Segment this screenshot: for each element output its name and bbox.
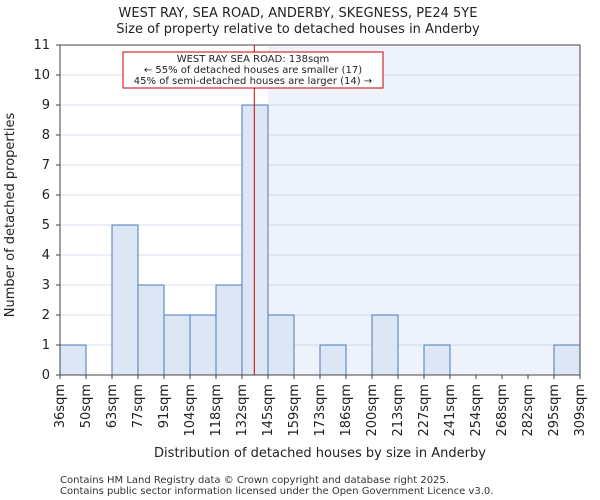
x-tick-label: 309sqm <box>573 384 588 437</box>
bar <box>241 104 269 376</box>
y-ticks: 0 1 2 3 4 5 6 7 8 9 10 11 <box>33 38 60 383</box>
x-tick-label: 200sqm <box>365 384 380 437</box>
bar <box>59 344 87 376</box>
x-tick-label: 227sqm <box>417 384 432 437</box>
x-tick-label: 63sqm <box>105 384 120 428</box>
y-tick-label: 4 <box>42 248 50 263</box>
annotation-line2: ← 55% of detached houses are smaller (17… <box>144 65 362 76</box>
y-tick-label: 0 <box>42 368 50 383</box>
y-tick-label: 6 <box>42 188 50 203</box>
bar <box>553 344 581 376</box>
annotation-line3: 45% of semi-detached houses are larger (… <box>134 76 372 87</box>
x-tick-label: 145sqm <box>261 384 276 437</box>
x-tick-label: 50sqm <box>79 384 94 428</box>
x-tick-label: 77sqm <box>131 384 146 428</box>
x-tick-label: 36sqm <box>53 384 68 428</box>
x-tick-label: 268sqm <box>495 384 510 437</box>
x-tick-label: 254sqm <box>469 384 484 437</box>
annotation-border <box>122 51 384 89</box>
bar <box>163 314 191 376</box>
x-tick-label: 213sqm <box>391 384 406 437</box>
bar <box>423 344 451 376</box>
x-tick-label: 282sqm <box>521 384 536 437</box>
x-tick-label: 186sqm <box>339 384 354 437</box>
x-tick-label: 295sqm <box>547 384 562 437</box>
y-tick-label: 8 <box>42 128 50 143</box>
x-tick-label: 159sqm <box>287 384 302 437</box>
chart-title-line1: WEST RAY, SEA ROAD, ANDERBY, SKEGNESS, P… <box>119 6 478 21</box>
y-tick-label: 5 <box>42 218 50 233</box>
x-tick-label: 91sqm <box>157 384 172 428</box>
bar <box>111 224 139 376</box>
x-tick-label: 173sqm <box>313 384 328 437</box>
x-ticks: 36sqm 50sqm 63sqm 77sqm 91sqm 104sqm 118sqm 132… <box>53 375 588 437</box>
bars <box>59 104 581 376</box>
highlight-region <box>268 45 580 375</box>
footer-line2: Contains public sector information licen… <box>60 486 493 497</box>
annotation-box: WEST RAY SEA ROAD: 138sqm ← 55% of detac… <box>122 51 384 89</box>
y-tick-label: 9 <box>42 98 50 113</box>
bar <box>215 284 243 376</box>
y-tick-label: 11 <box>33 38 50 53</box>
x-axis-label: Distribution of detached houses by size … <box>154 446 486 461</box>
y-tick-label: 3 <box>42 278 50 293</box>
y-tick-label: 7 <box>42 158 50 173</box>
chart-title-line2: Size of property relative to detached ho… <box>116 22 480 37</box>
y-axis-label: Number of detached properties <box>3 113 18 318</box>
bar <box>137 284 165 376</box>
x-tick-label: 104sqm <box>183 384 198 437</box>
bar <box>267 314 295 376</box>
footer-line1: Contains HM Land Registry data © Crown c… <box>60 475 449 486</box>
x-tick-label: 132sqm <box>235 384 250 437</box>
bar <box>189 314 217 376</box>
bar <box>319 344 347 376</box>
x-tick-label: 118sqm <box>209 384 224 437</box>
y-tick-label: 1 <box>42 338 50 353</box>
y-tick-label: 2 <box>42 308 50 323</box>
y-tick-label: 10 <box>33 68 50 83</box>
annotation-line1: WEST RAY SEA ROAD: 138sqm <box>177 54 330 65</box>
x-tick-label: 241sqm <box>443 384 458 437</box>
bar <box>371 314 399 376</box>
